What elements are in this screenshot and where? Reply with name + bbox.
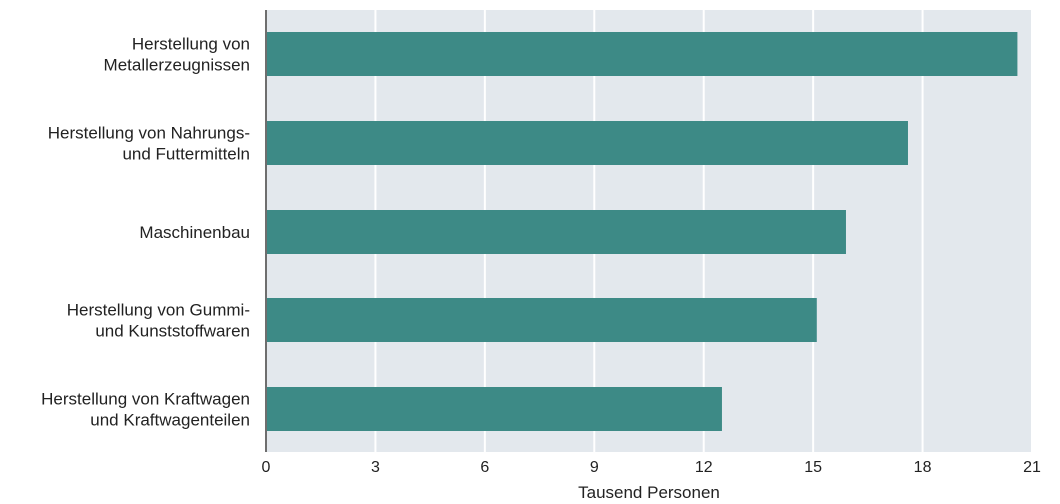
bar <box>266 121 908 165</box>
category-label-line: Herstellung von Gummi- <box>67 301 250 320</box>
x-axis-title: Tausend Personen <box>578 483 720 502</box>
category-label-line: Herstellung von Kraftwagen <box>41 390 250 409</box>
x-tick-label: 3 <box>371 459 380 476</box>
x-tick-label: 12 <box>695 459 713 476</box>
category-labels: Herstellung von MetallerzeugnissenHerstel… <box>41 35 250 430</box>
category-label: Maschinenbau <box>139 223 250 242</box>
x-tick-label: 18 <box>914 459 932 476</box>
category-label-line: Herstellung von Nahrungs- <box>48 124 250 143</box>
category-label-line: und Kunststoffwaren <box>95 322 250 341</box>
category-label: Herstellung von Metallerzeugnissen <box>104 35 250 75</box>
x-tick-label: 15 <box>804 459 822 476</box>
category-label: Herstellung von Nahrungs-und Futtermitte… <box>48 124 250 164</box>
x-tick-label: 6 <box>480 459 489 476</box>
category-label-line: Maschinenbau <box>139 223 250 242</box>
bars <box>266 32 1018 431</box>
bar <box>266 298 817 342</box>
category-label-line: Metallerzeugnissen <box>104 56 250 75</box>
x-tick-label: 9 <box>590 459 599 476</box>
category-label: Herstellung von Gummi-und Kunststoffware… <box>67 301 250 341</box>
x-tick-labels: 0 3 6 9 12 15 18 21 <box>262 459 1041 476</box>
bar <box>266 210 846 254</box>
x-tick-label: 0 <box>262 459 271 476</box>
category-label-line: und Futtermitteln <box>122 145 250 164</box>
x-tick-label: 21 <box>1023 459 1041 476</box>
bar <box>266 32 1018 76</box>
bar <box>266 387 722 431</box>
category-label: Herstellung von Kraftwagen und Kraftwagen… <box>41 390 250 430</box>
category-label-line: und Kraftwagenteilen <box>90 411 250 430</box>
category-label-line: Herstellung von <box>132 35 250 54</box>
